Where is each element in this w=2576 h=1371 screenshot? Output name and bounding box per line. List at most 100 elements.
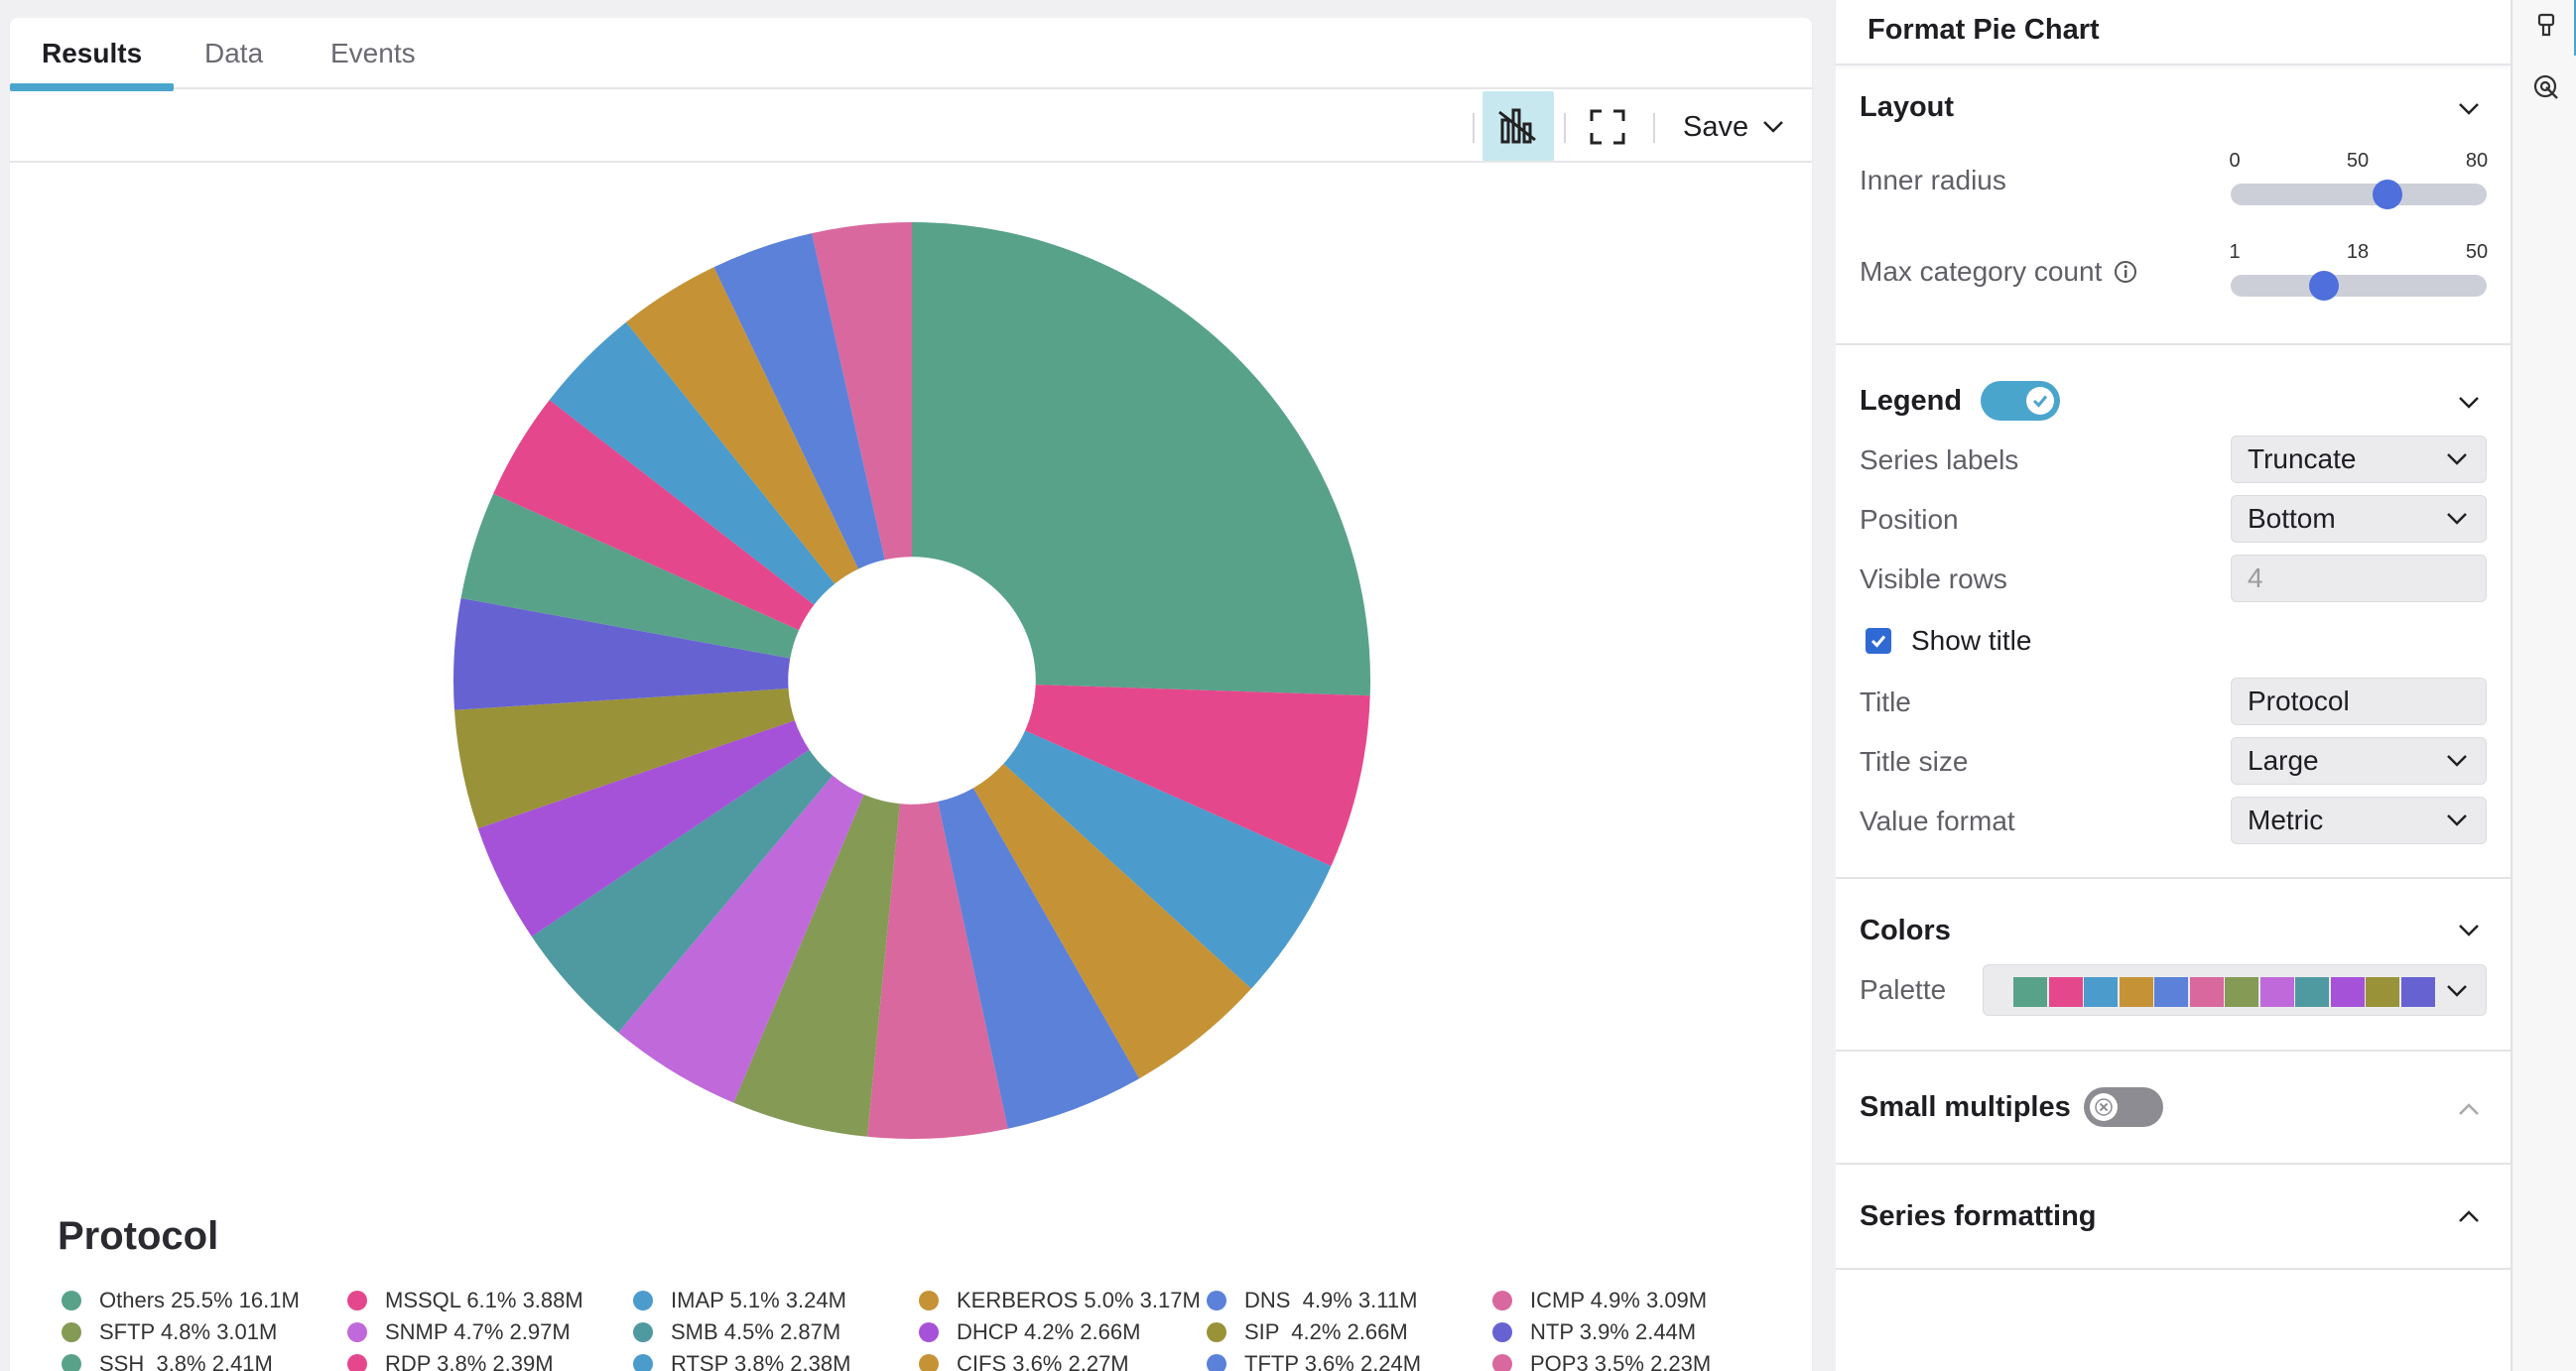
- visible-rows-input[interactable]: [2231, 555, 2487, 602]
- info-icon[interactable]: [2114, 260, 2137, 284]
- save-button[interactable]: Save: [1683, 107, 1784, 147]
- fullscreen-button[interactable]: [1582, 101, 1633, 153]
- legend-item[interactable]: DNS 4.9% 3.11M: [1207, 1286, 1417, 1315]
- visible-rows-label: Visible rows: [1860, 563, 2007, 594]
- target-icon[interactable]: [2532, 73, 2560, 101]
- legend-item[interactable]: NTP 3.9% 2.44M: [1492, 1317, 1696, 1347]
- legend-item[interactable]: IMAP 5.1% 3.24M: [633, 1286, 846, 1315]
- legend-item[interactable]: TFTP 3.6% 2.24M: [1207, 1349, 1421, 1371]
- small-multiples-title[interactable]: Small multiples: [1860, 1091, 2071, 1123]
- legend-swatch: [919, 1354, 939, 1371]
- chart-type-button[interactable]: [1482, 91, 1554, 161]
- pie-slice-pop3[interactable]: [812, 222, 912, 561]
- chevron-down-icon: [2447, 513, 2467, 525]
- pie-slice-sftp[interactable]: [733, 794, 900, 1137]
- pie-slice-imap[interactable]: [1003, 730, 1332, 989]
- legend-swatch: [633, 1291, 653, 1310]
- paintbrush-icon[interactable]: [2532, 12, 2560, 40]
- title-size-select[interactable]: Large: [2231, 737, 2487, 785]
- legend-item[interactable]: ICMP 4.9% 3.09M: [1492, 1286, 1707, 1315]
- section-divider: [1836, 877, 2511, 879]
- slider-mid: 18: [2346, 241, 2370, 263]
- slider-thumb[interactable]: [2372, 180, 2402, 209]
- legend-item[interactable]: SFTP 4.8% 3.01M: [62, 1317, 277, 1347]
- legend-item[interactable]: MSSQL 6.1% 3.88M: [347, 1286, 583, 1315]
- legend-item[interactable]: SMB 4.5% 2.87M: [633, 1317, 840, 1347]
- legend-swatch: [62, 1291, 81, 1310]
- legend-item[interactable]: CIFS 3.6% 2.27M: [919, 1349, 1129, 1371]
- pie-slice-smb[interactable]: [531, 749, 834, 1033]
- legend-swatch: [633, 1322, 653, 1342]
- legend-swatch: [1207, 1291, 1226, 1310]
- pie-slice-ssh[interactable]: [460, 493, 800, 659]
- inner-radius-scale: 0 50 80: [2229, 150, 2489, 172]
- chevron-down-icon: [2447, 453, 2467, 465]
- chevron-up-icon[interactable]: [2455, 1095, 2483, 1123]
- inner-radius-slider[interactable]: [2231, 180, 2487, 209]
- pie-slice-rdp[interactable]: [493, 400, 815, 631]
- close-icon: [2095, 1098, 2113, 1116]
- legend-item[interactable]: RTSP 3.8% 2.38M: [633, 1349, 850, 1371]
- toggle-knob: [2026, 387, 2054, 415]
- chevron-down-icon[interactable]: [2455, 95, 2483, 123]
- palette-swatch: [2259, 977, 2294, 1007]
- pie-slice-ntp[interactable]: [453, 597, 791, 710]
- chevron-up-icon[interactable]: [2455, 1202, 2483, 1230]
- legend-item[interactable]: KERBEROS 5.0% 3.17M: [919, 1286, 1201, 1315]
- legend-label: SMB 4.5% 2.87M: [671, 1319, 841, 1344]
- palette-label: Palette: [1860, 974, 1947, 1005]
- value-format-select[interactable]: Metric: [2231, 797, 2487, 844]
- legend-item[interactable]: SSH 3.8% 2.41M: [62, 1349, 273, 1371]
- title-input[interactable]: [2231, 678, 2487, 725]
- pie-slice-dns[interactable]: [938, 788, 1140, 1129]
- legend-label: SIP 4.2% 2.66M: [1244, 1319, 1408, 1344]
- tab-events[interactable]: Events: [330, 38, 416, 68]
- legend-item[interactable]: SIP 4.2% 2.66M: [1207, 1317, 1408, 1347]
- toggle-knob: [2090, 1093, 2118, 1121]
- slider-max: 80: [2465, 150, 2489, 172]
- tab-data[interactable]: Data: [204, 38, 264, 68]
- pie-slice-dhcp[interactable]: [477, 720, 810, 937]
- position-label: Position: [1860, 504, 1959, 535]
- legend-item[interactable]: RDP 3.8% 2.39M: [347, 1349, 554, 1371]
- pie-slice-tftp[interactable]: [713, 233, 885, 569]
- pie-slice-kerberos[interactable]: [972, 763, 1251, 1079]
- legend-item[interactable]: POP3 3.5% 2.23M: [1492, 1349, 1711, 1371]
- position-select[interactable]: Bottom: [2231, 495, 2487, 543]
- pie-slice-icmp[interactable]: [867, 801, 1008, 1139]
- pie-slice-cifs[interactable]: [626, 267, 859, 584]
- legend-toggle[interactable]: [1981, 381, 2060, 421]
- chevron-down-icon[interactable]: [2455, 917, 2483, 944]
- pie-slice-mssql[interactable]: [1025, 685, 1370, 866]
- show-title-checkbox[interactable]: [1866, 628, 1891, 654]
- legend-item[interactable]: DHCP 4.2% 2.66M: [919, 1317, 1140, 1347]
- legend-label: MSSQL 6.1% 3.88M: [385, 1288, 583, 1312]
- series-formatting-title[interactable]: Series formatting: [1860, 1200, 2097, 1232]
- legend-swatch: [347, 1322, 367, 1342]
- chevron-down-icon[interactable]: [2455, 389, 2483, 417]
- value-format-label: Value format: [1860, 806, 2015, 836]
- max-category-count-slider[interactable]: [2231, 271, 2487, 301]
- section-divider: [1836, 1050, 2511, 1052]
- legend-label: SFTP 4.8% 3.01M: [99, 1319, 278, 1344]
- legend-section-title[interactable]: Legend: [1860, 385, 1963, 417]
- palette-select[interactable]: [1983, 964, 2487, 1016]
- pie-slice-others[interactable]: [912, 222, 1370, 696]
- small-multiples-toggle[interactable]: [2084, 1087, 2163, 1127]
- slider-thumb[interactable]: [2309, 271, 2340, 301]
- layout-section-title[interactable]: Layout: [1860, 91, 1955, 123]
- pie-slice-sip[interactable]: [453, 688, 795, 829]
- tab-results[interactable]: Results: [10, 38, 175, 91]
- legend-swatch: [62, 1354, 81, 1371]
- series-labels-select[interactable]: Truncate: [2231, 436, 2487, 483]
- chevron-down-icon: [2447, 985, 2467, 997]
- pie-chart: [453, 222, 1370, 1139]
- legend-label: TFTP 3.6% 2.24M: [1244, 1351, 1422, 1371]
- legend-label: RTSP 3.8% 2.38M: [671, 1351, 851, 1371]
- pie-slice-rtsp[interactable]: [549, 321, 836, 605]
- pie-slice-snmp[interactable]: [618, 775, 864, 1103]
- legend-swatch: [633, 1354, 653, 1371]
- legend-item[interactable]: SNMP 4.7% 2.97M: [347, 1317, 571, 1347]
- colors-section-title[interactable]: Colors: [1860, 915, 1951, 946]
- legend-item[interactable]: Others 25.5% 16.1M: [62, 1286, 300, 1315]
